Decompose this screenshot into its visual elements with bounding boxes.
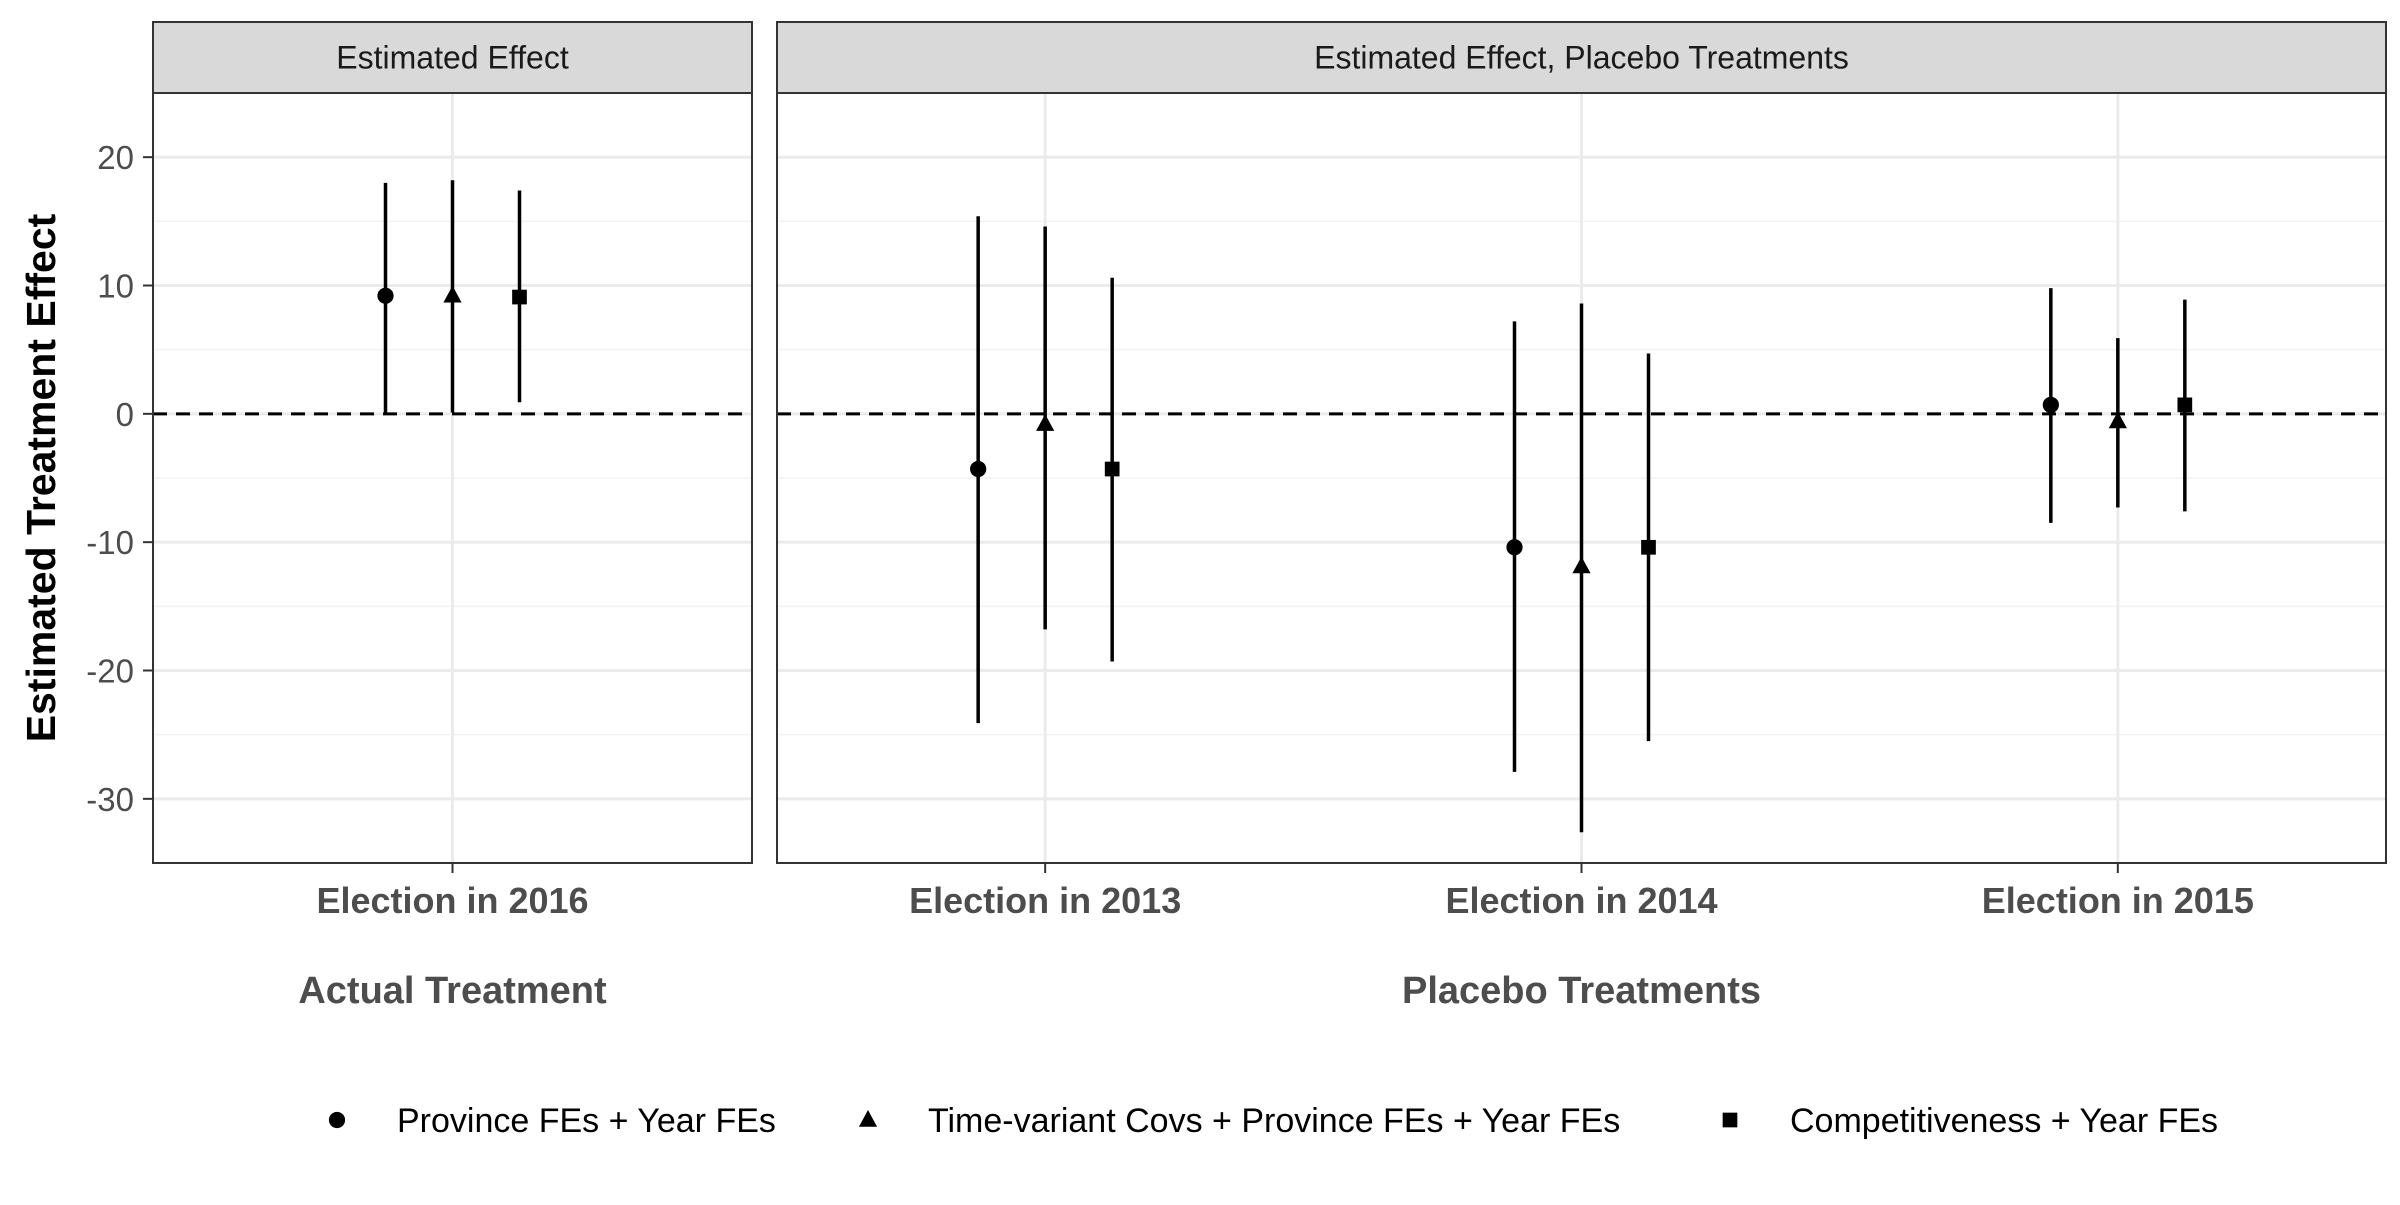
axes-layer: Election in 2016 Actual Treatment Election… (18, 139, 2254, 1012)
legend-key-triangle (858, 1110, 878, 1127)
point-estimate-circle (2042, 396, 2059, 413)
x-tick-label: Election in 2014 (1445, 880, 1717, 921)
y-tick-label: 10 (97, 268, 134, 305)
strip-label: Estimated Effect, Placebo Treatments (1314, 40, 1849, 76)
strip-background (776, 21, 2387, 94)
marks-layer (377, 180, 2193, 833)
x-tick-label: Election in 2015 (1982, 880, 2254, 921)
point-estimate-triangle (1572, 556, 1591, 574)
point-estimate-triangle (2108, 411, 2127, 429)
point-estimate-triangle (1036, 414, 1055, 431)
x-tick-label: Election in 2016 (316, 880, 588, 921)
point-estimate-circle (1506, 539, 1523, 556)
point-estimate-triangle (443, 285, 462, 303)
point-estimate-square (2177, 397, 2193, 413)
legend-key-circle (328, 1111, 346, 1129)
strip-background (152, 21, 753, 94)
x-axis-title: Placebo Treatments (1402, 970, 1761, 1012)
y-tick-label: 20 (97, 139, 134, 176)
point-estimate-square (1104, 461, 1120, 477)
strip-layer: Estimated Effect Estimated Effect, Placeb… (152, 21, 2387, 94)
point-estimate-circle (970, 460, 987, 478)
y-tick-label: -20 (86, 653, 134, 690)
y-tick-label: -10 (86, 524, 134, 561)
legend-label: Time-variant Covs + Province FEs + Year … (928, 1102, 1620, 1140)
x-tick-label: Election in 2013 (909, 880, 1181, 921)
legend-label: Competitiveness + Year FEs (1790, 1102, 2218, 1140)
legend-item: Competitiveness + Year FEs (1722, 1102, 2218, 1140)
point-estimate-square (1641, 539, 1656, 555)
y-tick-label: 0 (116, 396, 134, 433)
legend-item: Time-variant Covs + Province FEs + Year … (858, 1102, 1620, 1140)
y-tick-label: -30 (86, 781, 134, 818)
strip-label: Estimated Effect (336, 40, 569, 76)
legend-key-square (1722, 1112, 1738, 1128)
point-estimate-square (512, 289, 527, 305)
legend: Province FEs + Year FEs Time-variant Covs… (328, 1102, 2218, 1140)
point-estimate-circle (377, 287, 394, 304)
legend-label: Province FEs + Year FEs (397, 1102, 776, 1140)
x-axis-title: Actual Treatment (298, 970, 607, 1012)
legend-item: Province FEs + Year FEs (328, 1102, 776, 1140)
y-axis-title: Estimated Treatment Effect (18, 213, 64, 742)
